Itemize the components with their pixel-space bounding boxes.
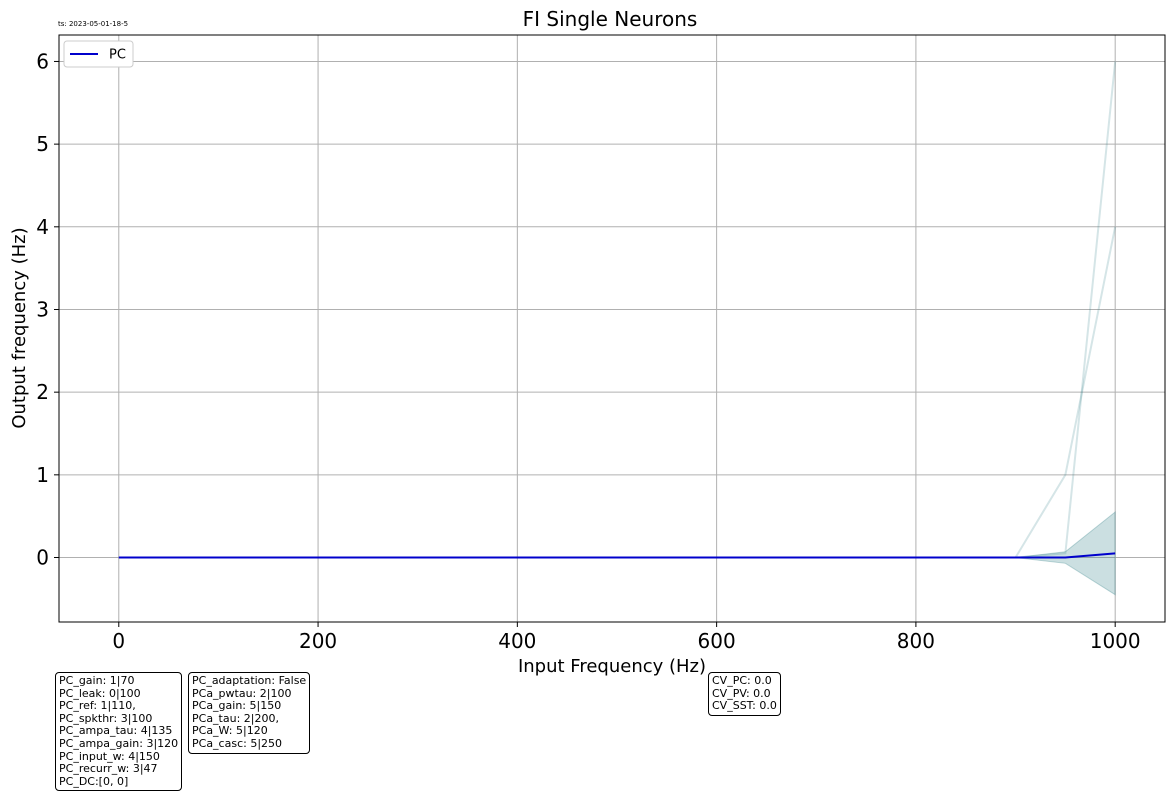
info-line: PCa_gain: 5|150 bbox=[192, 699, 282, 713]
std-band bbox=[118, 511, 1116, 596]
info-line: CV_SST: 0.0 bbox=[712, 699, 777, 713]
adaptation-params-box: PC_adaptation: False PCa_pwtau: 2|100 PCa_… bbox=[188, 672, 311, 754]
info-line: CV_PV: 0.0 bbox=[712, 686, 771, 700]
cv-stats-box: CV_PC: 0.0 CV_PV: 0.0 CV_SST: 0.0 bbox=[708, 672, 781, 716]
info-line: PC_adaptation: False bbox=[192, 674, 307, 687]
x-tick-label: 1000 bbox=[1090, 629, 1141, 653]
grid bbox=[59, 35, 1165, 622]
y-tick-label: 0 bbox=[36, 546, 49, 570]
timestamp-label: ts: 2023-05-01-18-5 bbox=[58, 20, 129, 28]
y-tick-label: 4 bbox=[36, 215, 49, 239]
series-line-pc bbox=[118, 552, 1116, 559]
info-line: PC_ampa_gain: 3|120 bbox=[59, 736, 179, 750]
info-line: PC_input_w: 4|150 bbox=[59, 749, 160, 763]
x-tick-label: 800 bbox=[897, 629, 935, 653]
legend: PC bbox=[63, 40, 134, 68]
legend-box bbox=[63, 40, 134, 68]
info-line: PC_leak: 0|100 bbox=[59, 686, 141, 700]
info-line: PCa_casc: 5|250 bbox=[192, 736, 283, 750]
y-tick-label: 5 bbox=[36, 132, 49, 156]
x-tick-label: 0 bbox=[112, 629, 125, 653]
info-line: CV_PC: 0.0 bbox=[712, 674, 772, 687]
info-line: PC_ref: 1|110, bbox=[59, 699, 136, 713]
y-tick-label: 1 bbox=[36, 463, 49, 487]
info-line: PC_spkthr: 3|100 bbox=[59, 711, 153, 725]
x-tick-label: 400 bbox=[498, 629, 536, 653]
info-line: PC_gain: 1|70 bbox=[59, 674, 135, 687]
info-line: PCa_pwtau: 2|100 bbox=[192, 686, 292, 700]
legend-label: PC bbox=[109, 48, 126, 63]
info-line: PCa_tau: 2|200, bbox=[192, 711, 279, 725]
x-tick-label: 200 bbox=[299, 629, 337, 653]
pc-params-box: PC_gain: 1|70 PC_leak: 0|100 PC_ref: 1|110… bbox=[55, 672, 183, 792]
info-line: PC_ampa_tau: 4|135 bbox=[59, 724, 173, 738]
plot-frame bbox=[58, 34, 1166, 623]
x-tick-label: 600 bbox=[698, 629, 736, 653]
std-band-area bbox=[118, 511, 1116, 596]
info-line: PC_DC:[0, 0] bbox=[59, 774, 129, 788]
chart-title: FI Single Neurons bbox=[523, 7, 698, 31]
axis-ticks: 0 200 400 600 800 1000 0 1 2 3 4 5 6 bbox=[36, 49, 1140, 653]
x-axis-label: Input Frequency (Hz) bbox=[518, 656, 706, 677]
y-tick-label: 3 bbox=[36, 297, 49, 321]
series-lines bbox=[118, 552, 1116, 559]
info-line: PCa_W: 5|120 bbox=[192, 724, 268, 738]
y-axis-label: Output frequency (Hz) bbox=[9, 227, 30, 428]
y-tick-label: 2 bbox=[36, 380, 49, 404]
info-line: PC_recurr_w: 3|47 bbox=[59, 762, 158, 776]
y-tick-label: 6 bbox=[36, 49, 49, 73]
